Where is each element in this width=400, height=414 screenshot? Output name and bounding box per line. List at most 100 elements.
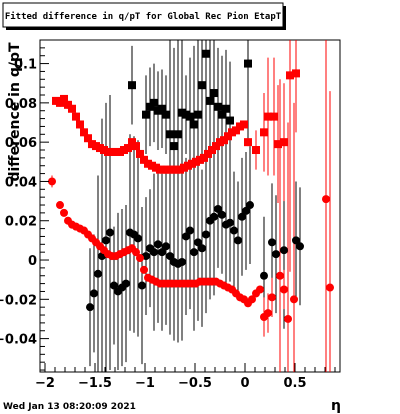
data-point-square [128,81,136,90]
data-point-circle [242,206,250,215]
data-point-square [136,149,144,158]
data-point-square [80,128,88,137]
data-point-circle [90,289,98,298]
data-point-circle [226,218,234,227]
data-point-square [150,98,158,107]
x-tick-label: −1.5 [78,376,112,391]
x-tick-label: −2 [35,376,55,391]
data-point-square [158,104,166,113]
data-point-square [226,116,234,125]
data-point-square [166,130,174,139]
x-tick-label: −1 [135,376,155,391]
data-point-square [244,138,252,147]
data-point-circle [140,265,148,274]
data-point-circle [142,252,150,261]
data-point-square [84,134,92,143]
data-point-circle [280,285,288,294]
data-point-circle [202,230,210,239]
data-point-square [240,120,248,129]
data-point-square [270,112,278,121]
data-point-square [280,138,288,147]
data-point-circle [280,246,288,255]
y-tick-label: 0 [28,254,37,269]
data-point-circle [284,314,292,323]
data-point-square [218,110,226,119]
data-point-square [76,120,84,129]
data-point-square [260,128,268,137]
data-point-circle [238,212,246,221]
y-tick-label: −0.04 [0,333,37,348]
data-point-square [244,59,252,68]
data-point-circle [198,244,206,253]
data-point-square [252,146,260,155]
data-point-circle [272,250,280,259]
y-axis-label: difference in q/pT [7,42,23,181]
timestamp: Wed Jan 13 08:20:09 2021 [3,402,136,412]
y-ticks: −0.04 −0.02 0 0.02 0.04 0.06 0.08 0.1 [0,47,49,371]
data-point-circle [248,295,256,304]
data-point-square [198,81,206,90]
data-point-square [142,110,150,119]
data-point-circle [136,254,144,263]
y-tick-label: 0.04 [5,175,37,190]
x-tick-label: −0.5 [178,376,212,391]
data-point-circle [234,236,242,245]
data-point-circle [138,281,146,290]
data-point-circle [292,236,300,245]
data-point-square [124,144,132,153]
data-point-square [186,112,194,121]
data-point-circle [162,242,170,251]
data-point-square [190,120,198,129]
data-point-circle [132,248,140,257]
data-point-circle [322,195,330,204]
plot-frame [39,39,341,373]
data-point-circle [166,252,174,261]
data-point-circle [60,208,68,217]
x-axis-label: η [331,398,341,414]
y-tick-label: 0.02 [5,215,37,230]
y-tick-label: 0.06 [5,136,37,151]
data-point-square [72,112,80,121]
data-point-square [194,110,202,119]
data-point-square [68,104,76,113]
data-point-circle [134,234,142,243]
data-point-square [210,89,218,98]
data-point-circle [178,257,186,266]
data-point-circle [186,226,194,235]
data-point-circle [48,177,56,186]
data-point-circle [86,303,94,312]
data-point-circle [110,281,118,290]
data-point-square [214,102,222,111]
title-shadow [283,6,286,30]
y-tick-label: 0.08 [5,97,37,112]
data-point-square [132,142,140,151]
data-point-circle [268,238,276,247]
data-point-circle [268,293,276,302]
data-markers [48,49,334,323]
data-point-circle [190,248,198,257]
data-point-square [274,140,282,149]
data-point-circle [276,271,284,280]
y-tick-label: −0.02 [0,293,37,308]
data-point-circle [264,309,272,318]
data-point-circle [158,248,166,257]
x-tick-label: 0 [240,376,249,391]
title-shadow-bottom [6,27,286,30]
title-frame [2,2,284,28]
data-point-square [264,112,272,121]
data-point-circle [290,295,298,304]
data-point-square [202,49,210,58]
data-point-circle [194,238,202,247]
data-point-square [174,130,182,139]
data-point-circle [256,285,264,294]
data-point-circle [260,271,268,280]
data-point-square [292,69,300,78]
data-point-square [206,96,214,105]
data-point-circle [182,232,190,241]
x-ticks: −2 −1.5 −1 −0.5 0 0.5 [35,363,336,391]
data-point-circle [230,226,238,235]
data-point-circle [326,283,334,292]
data-point-circle [246,201,254,210]
